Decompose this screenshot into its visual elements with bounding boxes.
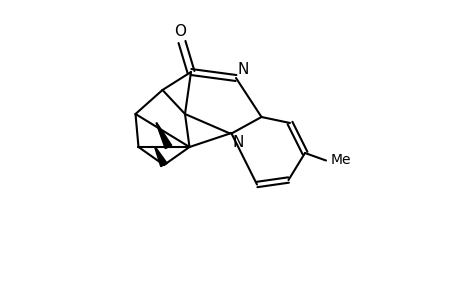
Text: N: N: [237, 61, 248, 76]
Text: O: O: [174, 24, 186, 39]
Polygon shape: [156, 123, 171, 148]
Text: Me: Me: [330, 154, 350, 167]
Text: N: N: [233, 135, 244, 150]
Polygon shape: [154, 147, 167, 166]
